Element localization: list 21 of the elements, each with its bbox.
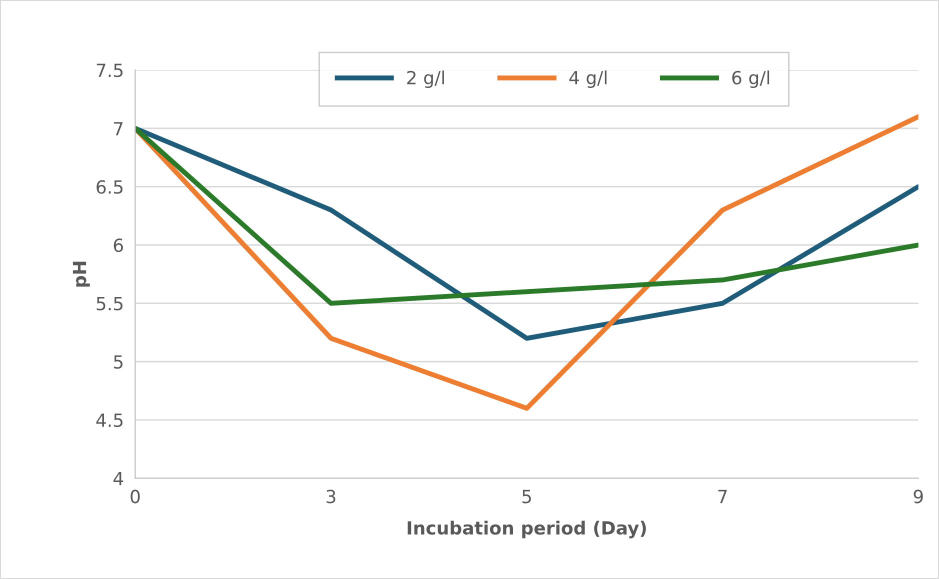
y-tick-label: 4.5 (96, 414, 123, 428)
legend-label: 6 g/l (732, 70, 770, 88)
line-series (135, 114, 918, 411)
x-axis-title: Incubation period (Day) (408, 520, 646, 538)
y-tick-label: 5.5 (96, 297, 123, 310)
line-series (135, 126, 918, 341)
x-tick-label: 7 (718, 490, 727, 504)
x-tick-label: 9 (914, 490, 923, 504)
x-tick-label: 5 (522, 490, 531, 504)
y-tick-label: 4 (114, 472, 124, 486)
y-tick-label: 7.5 (96, 64, 123, 78)
y-tick-label: 6.5 (96, 180, 123, 194)
y-tick-label: 6 (114, 238, 123, 252)
legend-label: 2 g/l (407, 70, 444, 88)
legend-label: 4 g/l (569, 70, 607, 88)
line-series (135, 126, 918, 306)
x-tick-label: 0 (130, 490, 140, 504)
y-tick-label: 5 (114, 355, 123, 369)
y-axis-title: pH (72, 262, 90, 287)
x-tick-label: 3 (326, 490, 336, 504)
y-tick-label: 7 (114, 122, 123, 136)
